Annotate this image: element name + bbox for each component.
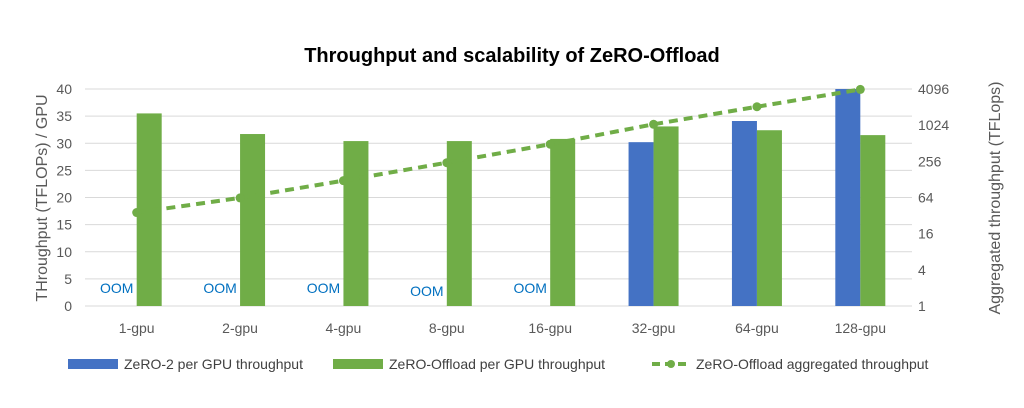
bar-zero2 bbox=[835, 89, 861, 306]
x-tick-label: 2-gpu bbox=[222, 320, 258, 336]
bar-offload bbox=[343, 141, 369, 306]
legend: ZeRO-2 per GPU throughput ZeRO-Offload p… bbox=[68, 356, 929, 372]
aggregated-point bbox=[442, 158, 452, 168]
y-tick-label: 30 bbox=[56, 135, 72, 151]
y-tick-label: 25 bbox=[56, 162, 72, 178]
y2-tick-label: 16 bbox=[918, 226, 934, 242]
oom-label: OOM bbox=[513, 280, 546, 296]
legend-swatch-offload bbox=[333, 359, 383, 369]
aggregated-point bbox=[752, 102, 762, 112]
legend-label-aggregated: ZeRO-Offload aggregated throughput bbox=[696, 356, 929, 372]
aggregated-point bbox=[235, 193, 245, 203]
y2-tick-label: 1 bbox=[918, 298, 926, 314]
x-tick-label: 8-gpu bbox=[429, 320, 465, 336]
aggregated-point bbox=[132, 208, 142, 218]
bar-zero2 bbox=[628, 142, 654, 306]
oom-label: OOM bbox=[307, 280, 340, 296]
aggregated-line bbox=[136, 87, 861, 215]
bar-offload bbox=[653, 126, 679, 307]
bar-offload bbox=[860, 135, 886, 306]
legend-marker-aggregated bbox=[667, 360, 675, 368]
bar-zero2 bbox=[731, 121, 757, 306]
y-axis-label: THroughput (TFLOPs) / GPU bbox=[34, 94, 51, 301]
bar-offload bbox=[550, 138, 576, 306]
y2-tick-label: 64 bbox=[918, 190, 934, 206]
y2-tick-label: 1024 bbox=[918, 117, 949, 133]
y2-tick-label: 256 bbox=[918, 153, 942, 169]
oom-label: OOM bbox=[203, 280, 236, 296]
y-tick-label: 5 bbox=[64, 271, 72, 287]
oom-label: OOM bbox=[410, 283, 443, 299]
x-tick-label: 1-gpu bbox=[119, 320, 155, 336]
y-tick-label: 10 bbox=[56, 244, 72, 260]
aggregated-point bbox=[855, 84, 865, 94]
x-tick-label: 32-gpu bbox=[632, 320, 676, 336]
y-tick-label: 35 bbox=[56, 108, 72, 124]
aggregated-point bbox=[649, 119, 659, 129]
legend-label-offload: ZeRO-Offload per GPU throughput bbox=[389, 356, 605, 372]
chart-title: Throughput and scalability of ZeRO-Offlo… bbox=[304, 45, 720, 67]
y2-axis-label: Aggregated throughput (TFLops) bbox=[987, 81, 1004, 314]
y-tick-label: 15 bbox=[56, 217, 72, 233]
x-tick-label: 128-gpu bbox=[835, 320, 886, 336]
legend-swatch-zero2 bbox=[68, 359, 118, 369]
bar-offload bbox=[446, 141, 472, 306]
y-tick-label: 20 bbox=[56, 190, 72, 206]
y-tick-label: 0 bbox=[64, 298, 72, 314]
legend-label-zero2: ZeRO-2 per GPU throughput bbox=[124, 356, 303, 372]
oom-label: OOM bbox=[100, 280, 133, 296]
y2-tick-label: 4096 bbox=[918, 81, 949, 97]
x-tick-label: 16-gpu bbox=[528, 320, 572, 336]
x-tick-label: 4-gpu bbox=[326, 320, 362, 336]
bar-offload bbox=[240, 134, 266, 306]
x-tick-label: 64-gpu bbox=[735, 320, 779, 336]
y-tick-label: 40 bbox=[56, 81, 72, 97]
aggregated-point bbox=[545, 139, 555, 149]
y2-tick-label: 4 bbox=[918, 262, 926, 278]
bar-offload bbox=[756, 130, 782, 306]
aggregated-point bbox=[338, 176, 348, 186]
